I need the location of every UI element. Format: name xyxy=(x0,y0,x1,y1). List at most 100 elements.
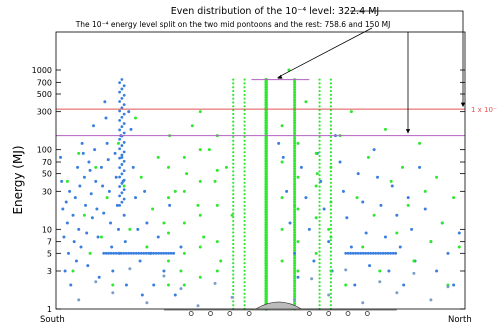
band-dot xyxy=(264,141,268,146)
band-dot xyxy=(293,276,297,280)
y-tick-label: 7 xyxy=(47,238,52,247)
data-point xyxy=(179,245,183,249)
chain-dot xyxy=(369,251,373,255)
column-dot xyxy=(329,216,333,219)
data-point xyxy=(145,301,149,305)
data-point xyxy=(356,172,360,176)
chain-dot xyxy=(107,251,111,255)
data-point xyxy=(280,227,284,231)
data-point xyxy=(398,245,402,249)
data-point xyxy=(215,168,219,172)
chain-dot xyxy=(169,251,173,255)
data-point xyxy=(111,291,115,295)
data-point xyxy=(99,165,103,169)
column-dot xyxy=(318,116,321,119)
column-dot xyxy=(329,300,333,303)
data-point xyxy=(140,293,144,297)
cluster-dot xyxy=(122,141,126,144)
band-dot xyxy=(264,251,268,255)
band-dot xyxy=(293,264,297,268)
column-dot xyxy=(329,185,333,188)
y-tick-label: 50 xyxy=(42,170,52,179)
band-dot xyxy=(264,256,268,260)
cluster-dot xyxy=(122,112,126,116)
data-point xyxy=(368,264,372,268)
band-dot xyxy=(293,271,297,275)
column-dot xyxy=(318,216,321,219)
data-point xyxy=(341,189,345,193)
data-point xyxy=(179,269,183,273)
chain-dot xyxy=(124,251,128,255)
band-dot xyxy=(264,279,268,283)
band-dot xyxy=(293,274,297,278)
column-dot xyxy=(232,246,235,249)
column-dot xyxy=(329,151,333,154)
band-dot xyxy=(264,200,268,204)
band-dot xyxy=(293,88,297,92)
band-dot xyxy=(293,177,297,181)
column-dot xyxy=(329,258,333,261)
data-point xyxy=(173,189,177,193)
data-point xyxy=(182,155,186,159)
data-point xyxy=(128,267,132,271)
band-dot xyxy=(264,228,268,232)
pontoon-marker xyxy=(227,311,233,316)
data-point xyxy=(196,304,200,308)
cluster-dot xyxy=(118,166,122,169)
column-dot xyxy=(232,223,235,226)
band-dot xyxy=(293,111,297,115)
column-dot xyxy=(232,143,235,146)
data-point xyxy=(129,127,133,131)
column-dot xyxy=(318,208,321,211)
data-point xyxy=(116,227,120,231)
data-point xyxy=(64,200,68,204)
band-dot xyxy=(293,95,297,99)
chain-dot xyxy=(112,251,116,255)
data-point xyxy=(344,268,348,272)
column-dot xyxy=(243,93,246,96)
column-dot xyxy=(329,281,333,284)
data-point xyxy=(116,141,120,145)
column-dot xyxy=(232,200,235,204)
chain-dot xyxy=(162,251,166,255)
column-dot xyxy=(318,139,321,142)
column-dot xyxy=(243,101,246,104)
data-point xyxy=(366,155,370,159)
data-point xyxy=(378,280,382,284)
column-dot xyxy=(329,128,333,131)
column-dot xyxy=(243,284,246,288)
band-dot xyxy=(264,123,268,128)
column-dot xyxy=(243,197,246,200)
band-dot xyxy=(264,233,268,237)
data-point xyxy=(196,203,200,207)
data-point xyxy=(429,298,433,302)
y-tick-label: 3 xyxy=(47,267,52,276)
cluster-dot xyxy=(120,153,124,157)
column-dot xyxy=(243,227,246,230)
column-dot xyxy=(329,189,333,192)
data-point xyxy=(79,245,83,249)
data-point xyxy=(182,283,186,287)
data-point xyxy=(182,221,186,225)
data-point xyxy=(402,283,406,287)
data-point xyxy=(435,269,439,273)
column-dot xyxy=(318,239,321,242)
arrow-head-150 xyxy=(405,129,411,134)
column-dot xyxy=(329,78,333,81)
column-dot xyxy=(318,281,321,284)
column-dot xyxy=(318,97,321,100)
data-point xyxy=(418,165,422,169)
data-point xyxy=(296,207,300,211)
data-point xyxy=(202,235,206,239)
column-dot xyxy=(318,262,321,265)
cluster-dot xyxy=(120,78,124,81)
data-point xyxy=(312,259,316,263)
column-dot xyxy=(329,250,333,253)
column-dot xyxy=(232,177,235,181)
column-dot xyxy=(329,193,333,196)
chain-dot xyxy=(361,251,365,255)
data-point xyxy=(390,184,394,188)
column-dot xyxy=(243,181,246,184)
chain-dot xyxy=(122,251,126,255)
band-dot xyxy=(293,139,297,143)
